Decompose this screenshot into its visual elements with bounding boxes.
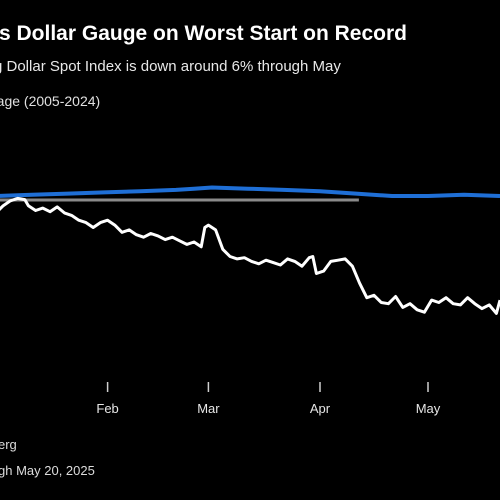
average-series-line — [0, 185, 500, 198]
x-axis — [106, 382, 429, 392]
x-tick-label: Feb — [96, 401, 118, 416]
series-layer — [0, 185, 500, 315]
chart-subtitle: g Dollar Spot Index is down around 6% th… — [0, 58, 341, 75]
source-note: erg — [0, 437, 17, 452]
legend-average-entry: rage (2005-2024) — [0, 93, 101, 109]
x-tick-labels: Feb Mar Apr May — [96, 401, 440, 416]
current-series-line — [0, 196, 500, 315]
date-note: gh May 20, 2025 — [0, 463, 95, 478]
chart-title: 's Dollar Gauge on Worst Start on Record — [0, 22, 407, 45]
x-tick-label: Apr — [310, 401, 331, 416]
x-tick-label: May — [416, 401, 441, 416]
x-tick-label: Mar — [197, 401, 220, 416]
